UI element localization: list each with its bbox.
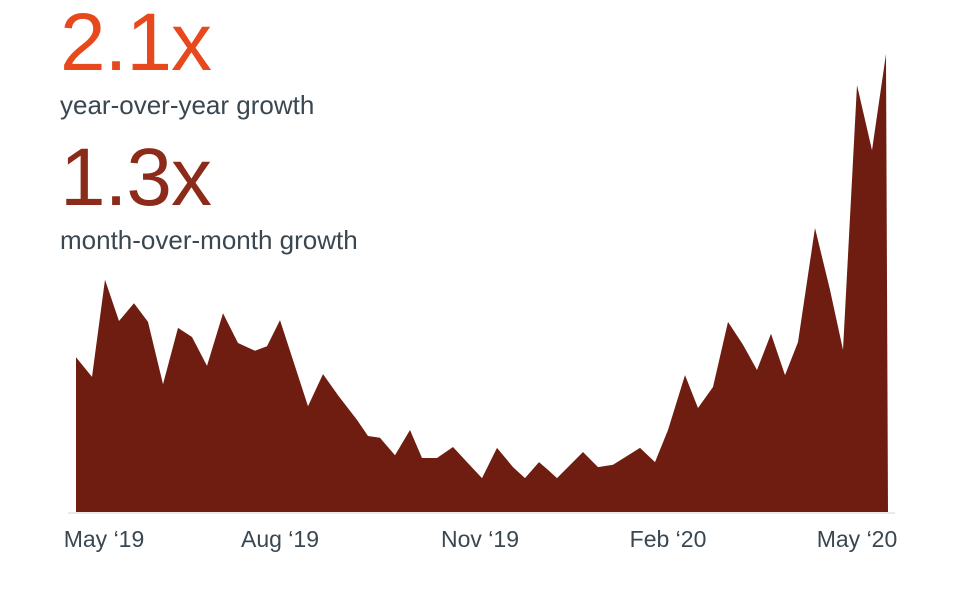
headline-stats: 2.1x year-over-year growth 1.3x month-ov… (60, 2, 358, 256)
x-axis: May ‘19 Aug ‘19 Nov ‘19 Feb ‘20 May ‘20 (0, 526, 964, 557)
x-axis-label: Nov ‘19 (441, 526, 519, 552)
yoy-growth-label: year-over-year growth (60, 90, 315, 120)
x-axis-label: Aug ‘19 (240, 526, 320, 552)
x-axis-label: May ‘20 (816, 526, 898, 552)
stat-yoy: 2.1x year-over-year growth (60, 2, 358, 121)
mom-growth-value: 1.3x (60, 131, 212, 223)
mom-growth-label: month-over-month growth (60, 224, 358, 255)
yoy-growth-value: 2.1x (60, 0, 212, 88)
x-axis-label: Feb ‘20 (629, 526, 707, 552)
growth-area-series (76, 54, 888, 512)
stat-mom: 1.3x month-over-month growth (60, 131, 358, 256)
x-axis-label: May ‘19 (63, 526, 145, 552)
